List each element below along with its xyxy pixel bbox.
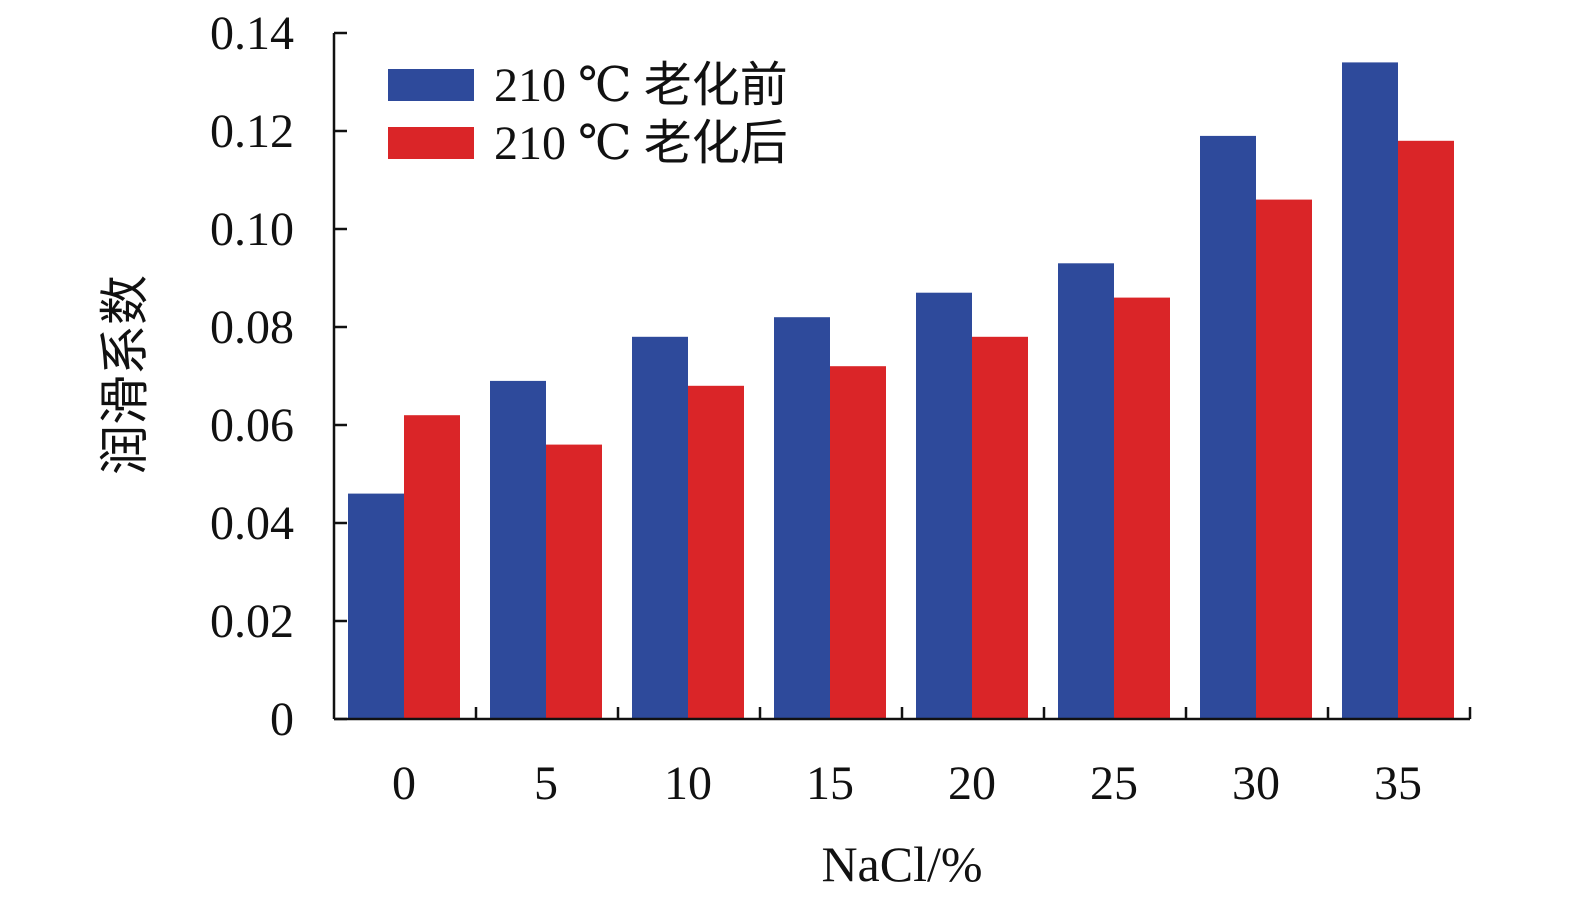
legend-swatch-after bbox=[388, 127, 474, 159]
bars-layer bbox=[348, 62, 1454, 720]
x-tick-label: 10 bbox=[664, 757, 712, 810]
x-ticks: 0 5 10 15 20 25 30 35 bbox=[392, 707, 1472, 810]
x-tick-label: 30 bbox=[1232, 757, 1280, 810]
y-tick-label: 0.08 bbox=[210, 301, 294, 354]
bar-before-aging bbox=[774, 317, 830, 719]
x-tick-label: 5 bbox=[534, 757, 558, 810]
bar-before-aging bbox=[348, 493, 404, 719]
bar-after-aging bbox=[1398, 140, 1454, 720]
bar-after-aging bbox=[1256, 199, 1312, 720]
x-tick-label: 15 bbox=[806, 757, 854, 810]
x-tick-label: 0 bbox=[392, 757, 416, 810]
y-ticks: 0 0.02 0.04 0.06 0.08 0.10 0.12 0.14 bbox=[210, 7, 347, 746]
x-tick-label: 25 bbox=[1090, 757, 1138, 810]
bar-after-aging bbox=[830, 366, 886, 719]
y-axis-title: 润滑系数 bbox=[97, 275, 153, 475]
bar-before-aging bbox=[916, 292, 972, 719]
y-tick-label: 0.06 bbox=[210, 399, 294, 452]
y-tick-label: 0.14 bbox=[210, 7, 294, 60]
y-tick-label: 0.02 bbox=[210, 595, 294, 648]
y-tick-label: 0 bbox=[270, 693, 294, 746]
bar-after-aging bbox=[546, 444, 602, 719]
bar-after-aging bbox=[404, 415, 460, 719]
x-tick-label: 20 bbox=[948, 757, 996, 810]
legend-label-after: 210 ℃ 老化后 bbox=[494, 117, 788, 170]
legend-label-before: 210 ℃ 老化前 bbox=[494, 59, 788, 112]
legend: 210 ℃ 老化前 210 ℃ 老化后 bbox=[388, 59, 788, 170]
x-axis-title: NaCl/% bbox=[821, 836, 982, 892]
bar-after-aging bbox=[688, 385, 744, 719]
y-tick-label: 0.04 bbox=[210, 497, 294, 550]
bar-after-aging bbox=[972, 336, 1028, 719]
y-tick-label: 0.12 bbox=[210, 105, 294, 158]
y-tick-label: 0.10 bbox=[210, 203, 294, 256]
legend-swatch-before bbox=[388, 69, 474, 101]
bar-before-aging bbox=[1200, 135, 1256, 719]
bar-before-aging bbox=[1342, 62, 1398, 719]
bar-before-aging bbox=[1058, 263, 1114, 719]
bar-before-aging bbox=[490, 380, 546, 719]
bar-after-aging bbox=[1114, 297, 1170, 719]
x-tick-label: 35 bbox=[1374, 757, 1422, 810]
bar-before-aging bbox=[632, 336, 688, 719]
